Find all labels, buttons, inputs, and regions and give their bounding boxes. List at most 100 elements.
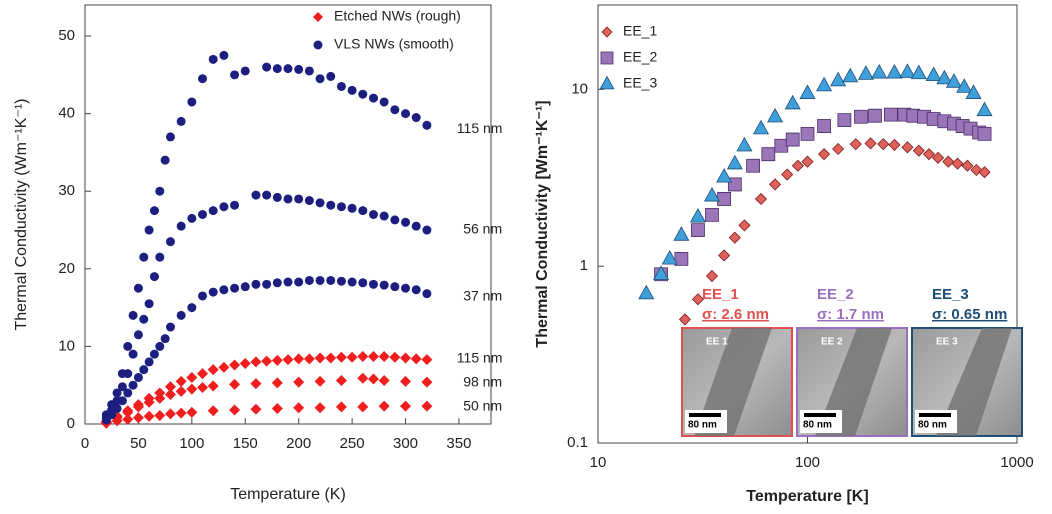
point — [326, 200, 336, 210]
point — [128, 310, 138, 320]
point — [155, 341, 165, 351]
point — [849, 138, 862, 151]
point — [207, 364, 219, 376]
y-tick-label: 10 — [571, 80, 588, 97]
point — [726, 154, 743, 170]
point — [421, 400, 433, 412]
point — [230, 283, 240, 293]
legend-marker — [599, 75, 615, 90]
point — [207, 380, 219, 392]
point — [239, 357, 251, 369]
point — [335, 401, 347, 413]
legend-marker — [313, 40, 323, 50]
point — [271, 402, 283, 414]
point — [357, 372, 369, 384]
point — [149, 272, 159, 282]
point — [304, 196, 314, 206]
x-tick-label: 300 — [393, 435, 418, 452]
point — [175, 375, 187, 387]
point — [207, 405, 219, 417]
point — [219, 50, 229, 60]
point — [123, 369, 133, 379]
point — [133, 283, 143, 293]
point — [367, 350, 379, 362]
point — [358, 206, 368, 216]
point — [293, 353, 305, 365]
point — [272, 192, 282, 202]
scale-bar — [689, 413, 721, 417]
annotation: 50 nm — [463, 398, 502, 414]
point — [107, 410, 117, 420]
point — [899, 63, 916, 78]
point — [314, 352, 326, 364]
point — [314, 402, 326, 414]
y-tick-label: 30 — [58, 182, 75, 199]
point — [816, 76, 833, 92]
point — [165, 322, 175, 332]
point — [746, 158, 761, 173]
x-tick-label: 100 — [795, 454, 820, 471]
point — [717, 192, 732, 206]
point — [367, 373, 379, 385]
point — [390, 282, 400, 292]
point — [965, 84, 982, 99]
point — [250, 378, 262, 390]
x-tick-label: 150 — [233, 435, 258, 452]
x-tick-label: 350 — [446, 435, 471, 452]
point — [956, 78, 973, 93]
point — [736, 136, 753, 152]
point — [304, 275, 314, 285]
point — [389, 351, 401, 363]
point — [218, 361, 230, 373]
point — [293, 402, 305, 414]
point — [401, 217, 411, 227]
point — [864, 137, 877, 150]
point — [716, 167, 733, 183]
legend-label: EE_3 — [623, 75, 657, 91]
annotation: 115 nm — [457, 120, 503, 136]
point — [294, 277, 304, 287]
point — [133, 372, 143, 382]
inset-title: EE_1 — [702, 286, 739, 303]
point — [888, 138, 901, 151]
point — [198, 74, 208, 84]
y-tick-label: 0.1 — [567, 434, 588, 451]
point — [738, 219, 751, 232]
point — [283, 277, 293, 287]
point — [262, 62, 272, 72]
point — [282, 354, 294, 366]
point — [886, 63, 903, 79]
point — [347, 85, 357, 95]
scale-label: 80 nm — [803, 420, 832, 431]
y-tick-label: 1 — [580, 257, 588, 274]
annotation: 115 nm — [457, 350, 503, 366]
point — [294, 64, 304, 74]
point — [368, 279, 378, 289]
point — [347, 277, 357, 287]
point — [154, 409, 166, 421]
point — [754, 192, 768, 206]
point — [922, 148, 936, 161]
point — [230, 200, 240, 210]
x-tick-label: 200 — [286, 435, 311, 452]
point — [175, 407, 187, 419]
point — [857, 65, 874, 80]
point — [358, 278, 368, 288]
plot-frame — [84, 4, 492, 425]
inset-tag: EE 1 — [706, 337, 728, 348]
point — [326, 275, 336, 285]
point — [143, 410, 155, 422]
point — [208, 287, 218, 297]
point — [871, 63, 888, 79]
inset-tag: EE 2 — [821, 337, 843, 348]
point — [673, 226, 690, 241]
point — [357, 401, 369, 413]
scale-bar — [804, 413, 836, 417]
x-tick-label: 0 — [81, 435, 89, 452]
point — [164, 389, 176, 401]
point — [936, 69, 953, 85]
point — [117, 382, 127, 392]
point — [132, 412, 144, 424]
point — [390, 215, 400, 225]
point — [400, 352, 412, 364]
